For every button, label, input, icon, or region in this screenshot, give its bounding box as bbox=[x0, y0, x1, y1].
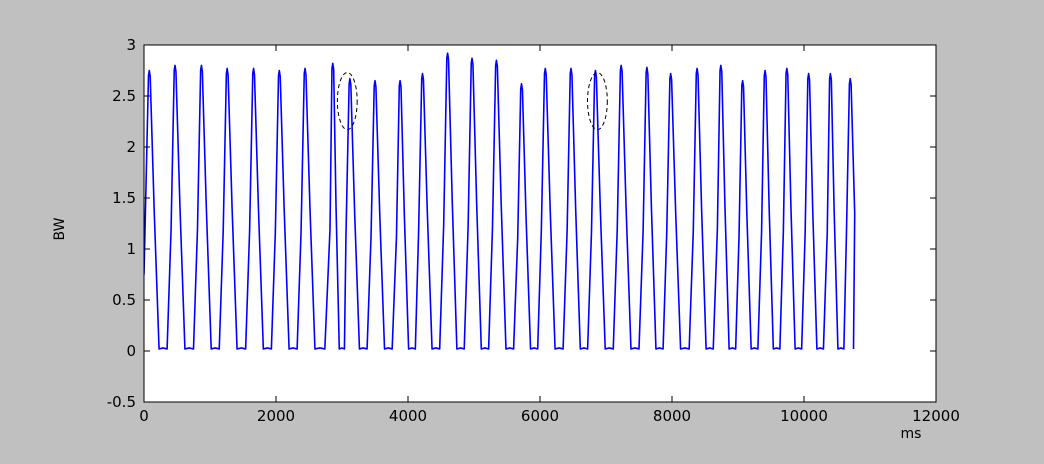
y-tick-label: 2.5 bbox=[112, 87, 136, 105]
annotation-layer bbox=[336, 72, 608, 131]
y-axis: -0.5 0 0.5 1 1.5 2 2.5 3 bbox=[107, 36, 936, 411]
x-axis: 0 2000 4000 6000 8000 10000 12000 bbox=[139, 45, 960, 425]
y-tick-label: 1 bbox=[126, 240, 136, 258]
x-tick-label: 2000 bbox=[257, 407, 295, 425]
x-axis-label: ms bbox=[901, 426, 922, 442]
y-tick-label: 0.5 bbox=[112, 291, 136, 309]
x-tick-label: 4000 bbox=[389, 407, 427, 425]
y-tick-label: 2 bbox=[126, 138, 136, 156]
annotation-ellipse bbox=[587, 72, 608, 131]
series-layer bbox=[144, 52, 856, 350]
y-tick-label: 3 bbox=[126, 36, 136, 54]
x-tick-label: 10000 bbox=[780, 407, 828, 425]
x-tick-label: 6000 bbox=[521, 407, 559, 425]
y-tick-label: 1.5 bbox=[112, 189, 136, 207]
x-tick-label: 0 bbox=[139, 407, 149, 425]
series-line bbox=[144, 52, 856, 350]
x-tick-label: 12000 bbox=[912, 407, 960, 425]
x-tick-label: 8000 bbox=[653, 407, 691, 425]
y-tick-label: 0 bbox=[126, 342, 136, 360]
annotation-ellipse bbox=[336, 72, 358, 131]
y-axis-label: BW bbox=[52, 217, 68, 240]
y-tick-label: -0.5 bbox=[107, 393, 136, 411]
